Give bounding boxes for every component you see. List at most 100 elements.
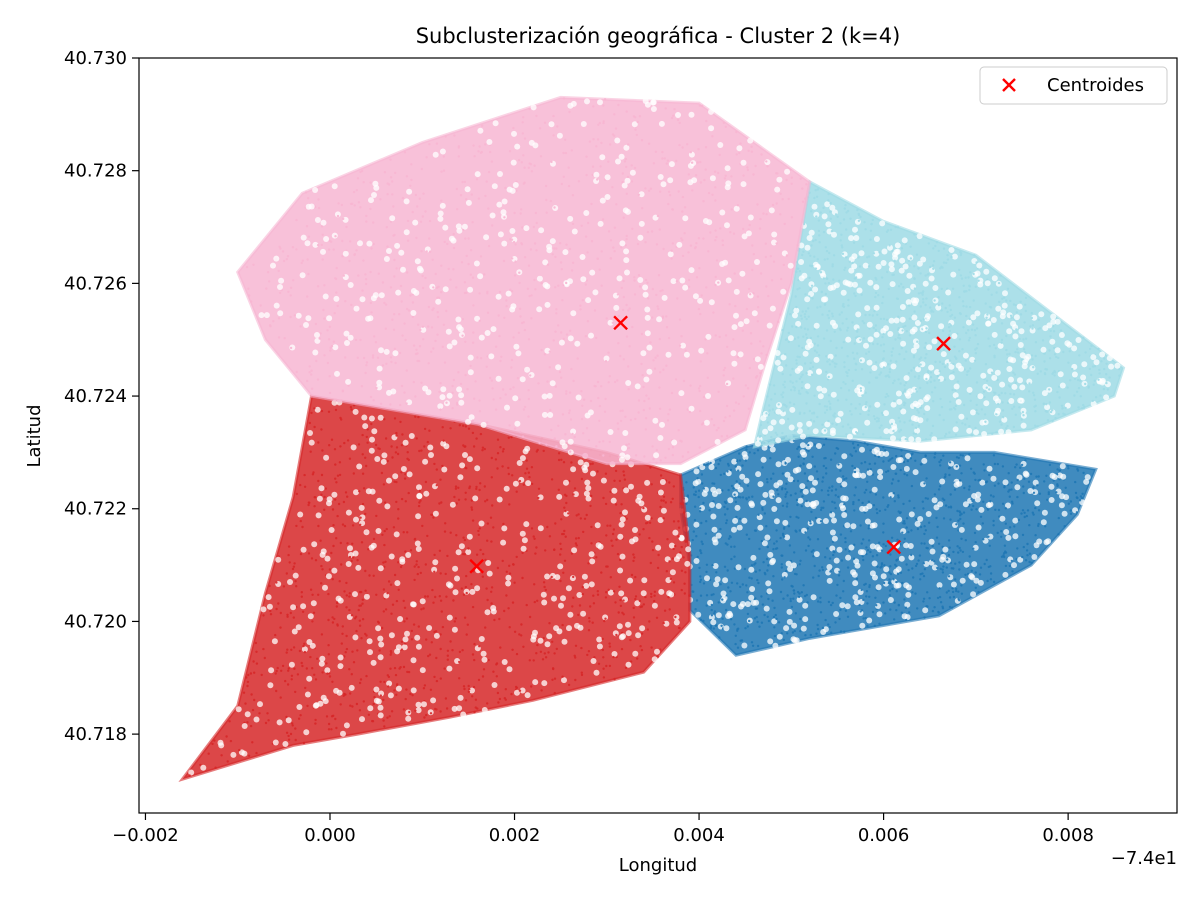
data-point	[838, 279, 841, 282]
data-point	[1093, 365, 1097, 368]
data-point	[867, 336, 874, 343]
data-point	[581, 593, 584, 596]
data-point	[996, 378, 999, 382]
data-point	[299, 552, 303, 556]
data-point	[888, 368, 892, 371]
data-point	[968, 555, 971, 558]
data-point	[480, 650, 487, 657]
data-point	[592, 594, 595, 597]
data-point	[487, 170, 491, 174]
data-point	[440, 170, 443, 173]
data-point	[765, 525, 768, 528]
data-point	[841, 304, 845, 308]
data-point	[776, 633, 783, 640]
data-point	[348, 595, 351, 598]
data-point	[522, 483, 525, 486]
data-point	[329, 346, 332, 349]
data-point	[1048, 357, 1052, 360]
data-point	[965, 417, 969, 420]
data-point	[708, 509, 711, 512]
data-point	[738, 459, 742, 462]
data-point	[782, 527, 786, 530]
data-point	[704, 146, 708, 149]
data-point	[523, 405, 527, 409]
data-point	[923, 525, 926, 528]
data-point	[441, 464, 444, 468]
data-point	[287, 734, 290, 738]
data-point	[791, 367, 794, 371]
data-point	[912, 338, 919, 345]
data-point	[1060, 404, 1064, 407]
data-point	[584, 235, 588, 238]
data-point	[515, 490, 518, 493]
data-point	[802, 584, 805, 587]
data-point	[291, 628, 298, 635]
data-point	[1030, 316, 1034, 320]
data-point	[352, 190, 356, 194]
data-point	[1016, 303, 1023, 310]
data-point	[822, 500, 826, 503]
data-point	[924, 454, 927, 457]
data-point	[587, 221, 590, 225]
data-point	[789, 515, 792, 519]
data-point	[381, 452, 388, 459]
data-point	[643, 376, 650, 383]
data-point	[404, 338, 407, 342]
data-point	[783, 222, 786, 226]
data-point	[891, 478, 895, 481]
data-point	[446, 614, 453, 621]
data-point	[527, 389, 530, 392]
data-point	[862, 598, 865, 602]
data-point	[358, 624, 362, 627]
data-point	[669, 569, 676, 576]
data-point	[637, 234, 644, 241]
data-point	[620, 286, 623, 290]
data-point	[805, 390, 808, 394]
data-point	[328, 568, 332, 571]
data-point	[734, 500, 738, 504]
data-point	[985, 379, 989, 382]
data-point	[451, 407, 454, 410]
data-point	[1034, 534, 1037, 537]
data-point	[250, 693, 253, 696]
data-point	[925, 477, 928, 480]
data-point	[568, 391, 572, 394]
data-point	[1078, 354, 1081, 357]
data-point	[754, 597, 757, 600]
data-point	[513, 343, 520, 350]
data-point	[554, 522, 557, 525]
data-point	[997, 342, 1004, 349]
data-point	[351, 542, 354, 545]
data-point	[558, 602, 564, 609]
data-point	[468, 414, 475, 421]
data-point	[853, 470, 857, 474]
data-point	[985, 558, 988, 562]
data-point	[621, 181, 624, 184]
data-point	[283, 337, 286, 340]
data-point	[275, 669, 278, 673]
data-point	[699, 594, 703, 597]
data-point	[409, 549, 413, 552]
data-point	[933, 379, 936, 382]
data-point	[738, 151, 741, 155]
data-point	[840, 244, 843, 247]
data-point	[711, 526, 718, 533]
data-point	[747, 496, 751, 499]
data-point	[869, 405, 872, 408]
data-point	[845, 336, 852, 343]
data-point	[402, 636, 409, 643]
data-point	[589, 504, 592, 508]
data-point	[303, 729, 310, 736]
data-point	[947, 326, 951, 329]
data-point	[463, 687, 466, 691]
data-point	[688, 267, 695, 274]
data-point	[546, 525, 549, 529]
data-point	[917, 559, 920, 562]
data-point	[975, 491, 982, 498]
data-point	[978, 506, 985, 513]
data-point	[377, 712, 384, 719]
data-point	[772, 615, 776, 619]
data-point	[378, 690, 385, 697]
data-point	[328, 375, 331, 378]
data-point	[423, 684, 427, 687]
